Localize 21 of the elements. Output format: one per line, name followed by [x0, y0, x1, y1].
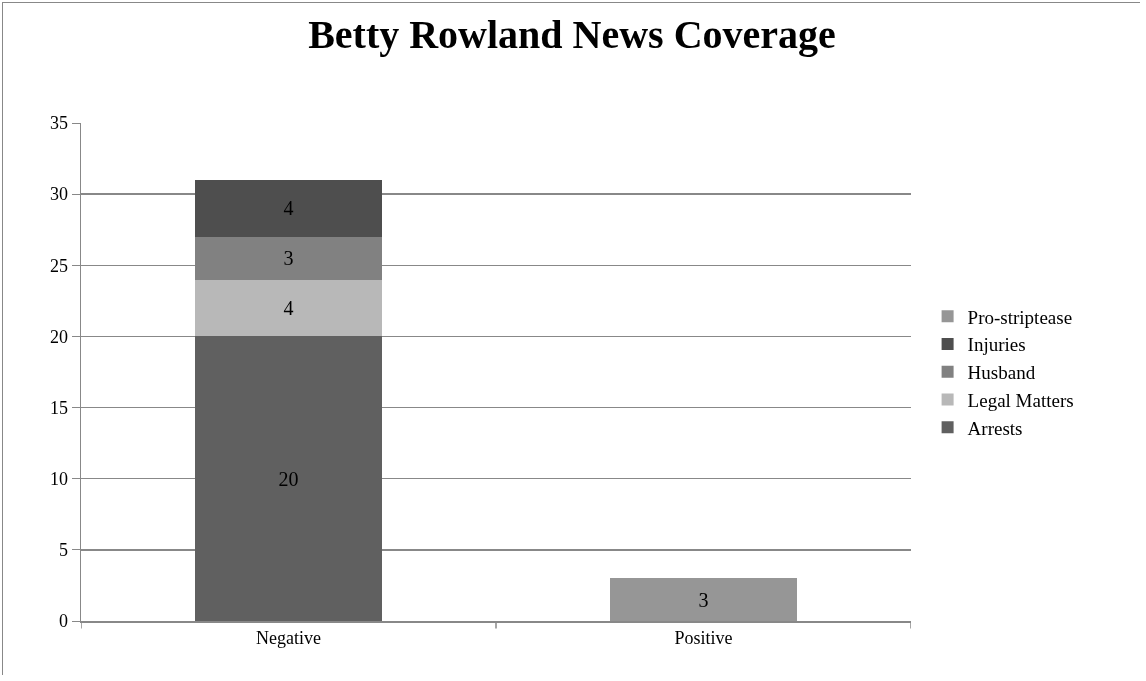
data-label: 3 — [698, 588, 709, 611]
x-tick-label: Positive — [674, 628, 733, 649]
legend-label: Injuries — [967, 334, 1026, 356]
data-label: 20 — [278, 467, 299, 490]
y-tick-label: 10 — [49, 469, 68, 490]
data-label: 4 — [283, 296, 294, 319]
legend-label: Pro-striptease — [967, 306, 1073, 328]
y-tick-label: 25 — [49, 255, 68, 276]
chart-title: Betty Rowland News Coverage — [308, 11, 836, 57]
data-label: 4 — [283, 197, 294, 220]
legend-label: Husband — [967, 362, 1036, 384]
y-tick-label: 30 — [49, 184, 68, 205]
y-tick-label: 15 — [49, 397, 68, 418]
legend-label: Legal Matters — [967, 389, 1074, 411]
y-tick-label: 20 — [49, 326, 68, 347]
data-label: 3 — [283, 247, 294, 270]
x-tick-label: Negative — [256, 628, 321, 649]
y-tick-label: 0 — [58, 611, 68, 632]
legend-label: Arrests — [967, 417, 1023, 439]
y-tick-label: 35 — [49, 113, 68, 134]
y-tick-label: 5 — [58, 540, 68, 561]
